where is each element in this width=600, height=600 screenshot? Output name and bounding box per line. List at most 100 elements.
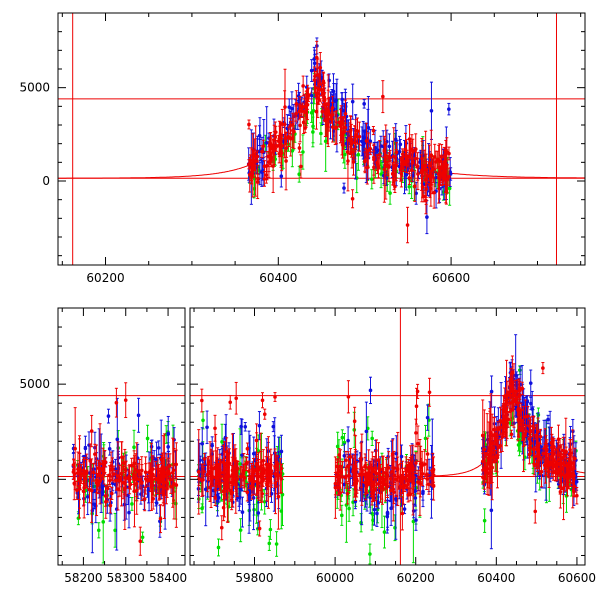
top-point-red-marker	[428, 183, 432, 187]
bottom-point-blue-marker	[203, 487, 208, 492]
bottom-point-red-marker	[71, 463, 76, 467]
top-point-red-marker	[444, 163, 449, 168]
bottom-point-blue-marker	[200, 441, 205, 446]
top-point-green	[311, 92, 316, 130]
bottom-point-red	[75, 480, 79, 500]
top-point-red	[420, 138, 424, 203]
top-point-blue-marker	[425, 215, 429, 219]
top-point-red	[333, 111, 338, 146]
top-point-blue-marker	[279, 174, 284, 179]
top-point-red-marker	[420, 185, 425, 189]
bottom-point-red-marker	[132, 461, 136, 465]
bottom-point-green-marker	[200, 506, 204, 511]
bottom-point-red-marker	[105, 486, 110, 491]
top-point-red-marker	[279, 151, 284, 155]
top-point-red	[348, 115, 353, 148]
top-point-red	[297, 143, 302, 153]
bottom-point-red	[89, 458, 94, 523]
bottom-point-red-marker	[160, 467, 164, 471]
bottom-point-red	[123, 461, 128, 479]
bottom-point-red	[160, 458, 164, 481]
top-point-blue-marker	[387, 144, 392, 149]
top-point-red-marker	[321, 81, 326, 85]
bottom-point-red-marker	[236, 466, 240, 471]
top-point-blue-marker	[398, 142, 403, 147]
bottom-point-red-marker	[123, 487, 127, 492]
top-point-red-marker	[447, 174, 451, 179]
bottom-point-green-marker	[201, 418, 205, 423]
top-point-red	[427, 156, 432, 176]
top-point-blue-marker	[333, 99, 337, 104]
bottom-point-red-marker	[112, 472, 116, 476]
top-point-red-marker	[432, 190, 436, 195]
bottom-point-red-marker	[157, 485, 162, 489]
top-point-red-marker	[274, 144, 279, 148]
top-point-red-marker	[284, 159, 288, 163]
top-point-green-marker	[370, 177, 374, 182]
top-point-blue	[398, 139, 403, 150]
top-point-red-marker	[442, 160, 447, 164]
bottom-plot-frame-0	[57, 307, 186, 566]
bottom-point-green	[274, 531, 279, 557]
top-point-red-marker	[372, 157, 376, 162]
bottom-point-red	[110, 457, 115, 482]
top-point-red	[362, 151, 367, 172]
bottom-point-red-marker	[138, 539, 143, 544]
top-point-red-marker	[437, 176, 441, 180]
top-point-green-marker	[407, 184, 412, 189]
bottom-point-red	[98, 470, 103, 481]
bottom-point-red	[96, 472, 100, 495]
bottom-point-red	[107, 465, 112, 486]
top-point-green	[319, 122, 323, 145]
top-plot-frame	[57, 12, 586, 266]
bottom-0-ytick-label-5000: 5000	[19, 377, 50, 391]
bottom-point-red-marker	[146, 479, 150, 483]
top-point-blue-marker	[290, 106, 294, 111]
top-point-red-marker	[297, 109, 302, 114]
bottom-point-red	[137, 458, 142, 490]
bottom-point-red	[84, 453, 89, 489]
bottom-point-blue-marker	[106, 414, 111, 418]
top-point-red	[357, 121, 362, 152]
bottom-point-red	[94, 444, 99, 517]
bottom-point-green	[130, 497, 134, 511]
bottom-point-red	[146, 474, 150, 487]
bottom-point-red	[135, 479, 139, 502]
bottom-point-blue-marker	[90, 508, 95, 513]
top-xtick-label-60600: 60600	[432, 271, 470, 285]
bottom-point-blue	[243, 421, 248, 432]
bottom-point-green-marker	[238, 528, 243, 532]
bottom-point-red-marker	[96, 481, 100, 486]
top-point-red	[249, 165, 254, 185]
top-point-red-marker	[403, 147, 408, 152]
bottom-point-blue-marker	[136, 413, 141, 418]
bottom-point-red	[71, 458, 76, 472]
top-point-red-marker	[303, 109, 307, 114]
top-point-blue-marker	[350, 99, 355, 104]
bottom-point-red	[82, 472, 87, 485]
bottom-point-red-marker	[98, 462, 102, 466]
top-point-red	[247, 119, 251, 130]
top-point-red-marker	[262, 177, 267, 181]
top-point-red	[288, 117, 292, 135]
top-ytick-label-0: 0	[42, 174, 50, 188]
top-point-red	[315, 88, 320, 119]
bottom-point-blue-marker	[107, 447, 112, 451]
top-point-red-marker	[348, 129, 353, 134]
bottom-point-blue-marker	[156, 446, 161, 450]
bottom-point-red-marker	[103, 494, 108, 498]
top-point-green-marker	[301, 150, 305, 154]
top-point-red	[286, 126, 291, 148]
top-point-red-marker	[384, 153, 388, 158]
bottom-point-green	[145, 424, 150, 453]
bottom-point-green-marker	[216, 545, 221, 550]
top-point-red	[274, 139, 279, 152]
bottom-point-blue-marker	[122, 502, 127, 507]
bottom-point-red	[77, 477, 82, 501]
top-point-red-marker	[429, 153, 434, 157]
bottom-point-green-marker	[274, 542, 279, 546]
top-point-blue-marker	[429, 108, 434, 113]
bottom-point-red	[117, 464, 122, 492]
top-point-red	[355, 117, 360, 145]
